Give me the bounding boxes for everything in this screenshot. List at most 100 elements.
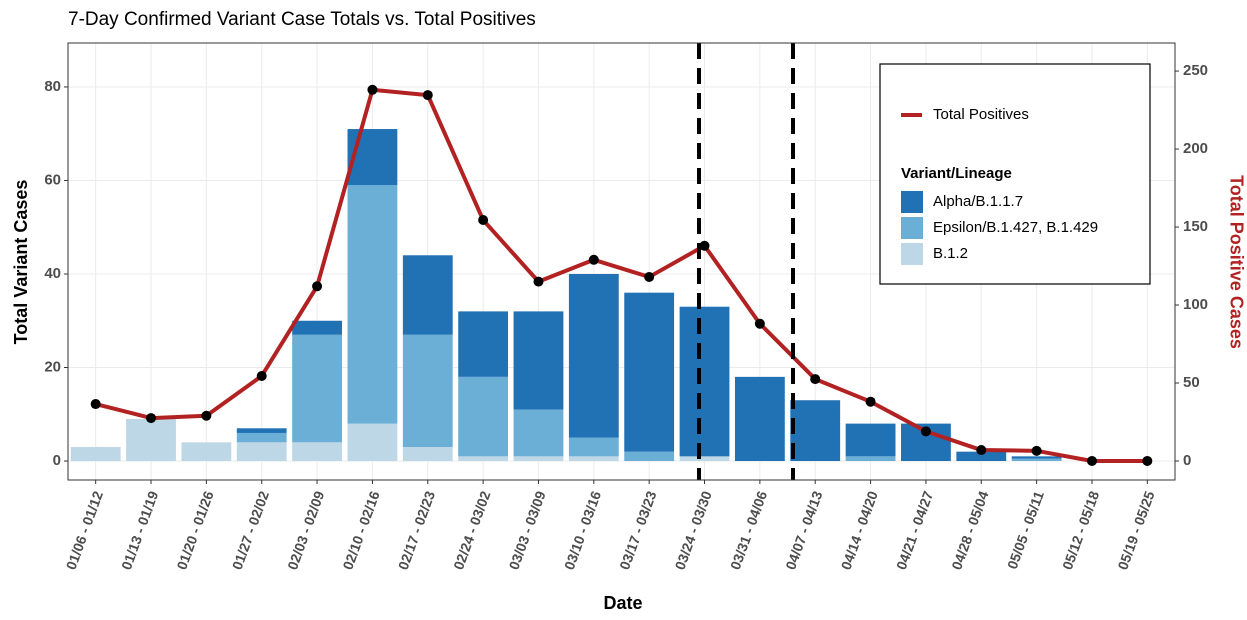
x-tick-label: 05/12 - 05/18 — [1059, 489, 1102, 572]
bar — [70, 446, 121, 462]
bar — [1011, 456, 1062, 459]
legend-box — [879, 63, 1151, 285]
point — [1086, 455, 1097, 466]
x-tick-label: 02/17 - 02/23 — [395, 489, 438, 572]
point — [644, 271, 655, 282]
point — [976, 445, 987, 456]
point — [865, 396, 876, 407]
x-tick-label: 02/24 - 03/02 — [450, 489, 493, 572]
point — [1031, 445, 1042, 456]
point — [1142, 455, 1153, 466]
legend-label: B.1.2 — [933, 245, 968, 262]
x-tick-label: 01/06 - 01/12 — [63, 489, 106, 572]
bar — [292, 442, 342, 462]
point — [256, 370, 267, 381]
bar — [568, 273, 619, 438]
bar — [624, 292, 675, 452]
point — [422, 90, 433, 101]
bar — [513, 409, 564, 457]
bar — [845, 423, 896, 457]
y2-tick-label: 100 — [1183, 296, 1208, 313]
bar — [568, 437, 619, 457]
bar — [236, 432, 287, 443]
bar — [292, 334, 342, 443]
bar — [126, 418, 176, 462]
bar — [568, 456, 619, 462]
y2-tick-label: 250 — [1183, 62, 1208, 79]
y2-tick-label: 150 — [1183, 218, 1208, 235]
bar — [845, 456, 896, 462]
x-tick-label: 03/10 - 03/16 — [561, 489, 604, 572]
bar — [734, 376, 785, 462]
bar — [236, 428, 287, 433]
point — [588, 254, 599, 265]
point — [146, 413, 157, 424]
bar — [458, 376, 509, 457]
x-tick-label: 02/03 - 02/09 — [284, 489, 327, 572]
bar — [679, 306, 730, 457]
legend-label: Alpha/B.1.1.7 — [933, 193, 1023, 210]
bar — [292, 320, 342, 335]
legend-swatch — [901, 191, 923, 213]
x-tick-label: 01/13 - 01/19 — [118, 489, 161, 572]
line — [95, 87, 1148, 463]
x-tick-label: 03/31 - 04/06 — [727, 489, 770, 572]
bar — [956, 451, 1007, 462]
point — [533, 276, 544, 287]
bar — [402, 334, 453, 447]
bar — [347, 185, 398, 424]
x-tick-label: 05/19 - 05/25 — [1114, 489, 1157, 572]
point — [478, 215, 489, 226]
bar — [402, 255, 453, 335]
bar — [790, 400, 841, 462]
bar — [513, 311, 564, 410]
y2-tick-label: 50 — [1183, 374, 1200, 391]
bar — [624, 451, 675, 462]
x-tick-label: 03/24 - 03/30 — [672, 489, 715, 572]
x-tick-label: 03/17 - 03/23 — [616, 489, 659, 572]
point — [754, 318, 765, 329]
y2-tick-label: 200 — [1183, 140, 1208, 157]
y2-axis-label: Total Positive Cases — [1226, 175, 1246, 349]
bar — [236, 442, 287, 462]
point — [920, 426, 931, 437]
x-tick-label: 01/20 - 01/26 — [173, 489, 216, 572]
point — [312, 281, 323, 292]
legend-label: Total Positives — [933, 106, 1029, 123]
y2-tick-label: 0 — [1183, 452, 1191, 469]
bar — [513, 456, 564, 462]
x-tick-label: 03/03 - 03/09 — [506, 489, 549, 572]
y-tick-label: 80 — [44, 78, 61, 95]
x-tick-label: 05/05 - 05/11 — [1004, 489, 1047, 571]
bar — [679, 456, 730, 462]
x-tick-label: 04/28 - 05/04 — [948, 489, 991, 572]
point — [367, 84, 378, 95]
x-axis-label: Date — [603, 593, 642, 613]
chart-title: 7-Day Confirmed Variant Case Totals vs. … — [68, 9, 536, 30]
legend-label: Epsilon/B.1.427, B.1.429 — [933, 219, 1098, 236]
legend-title: Variant/Lineage — [901, 165, 1012, 182]
legend-swatch — [901, 243, 923, 265]
x-tick-label: 04/21 - 04/27 — [893, 489, 936, 572]
x-tick-label: 02/10 - 02/16 — [339, 489, 382, 572]
bar — [402, 446, 453, 462]
bar — [1011, 458, 1062, 462]
point — [201, 410, 212, 421]
bar — [181, 442, 232, 462]
point — [810, 374, 821, 385]
y-axis-label: Total Variant Cases — [11, 180, 31, 345]
panel-border — [67, 42, 1176, 481]
x-tick-label: 01/27 - 02/02 — [229, 489, 272, 572]
y-tick-label: 40 — [44, 265, 61, 282]
point — [699, 240, 710, 251]
y-tick-label: 60 — [44, 171, 61, 188]
bar — [347, 129, 398, 186]
y-tick-label: 20 — [44, 358, 61, 375]
y-tick-label: 0 — [53, 452, 61, 469]
x-tick-label: 04/14 - 04/20 — [838, 489, 881, 572]
bar — [347, 423, 398, 462]
point — [90, 399, 101, 410]
bar — [458, 456, 509, 462]
bar — [458, 311, 509, 377]
